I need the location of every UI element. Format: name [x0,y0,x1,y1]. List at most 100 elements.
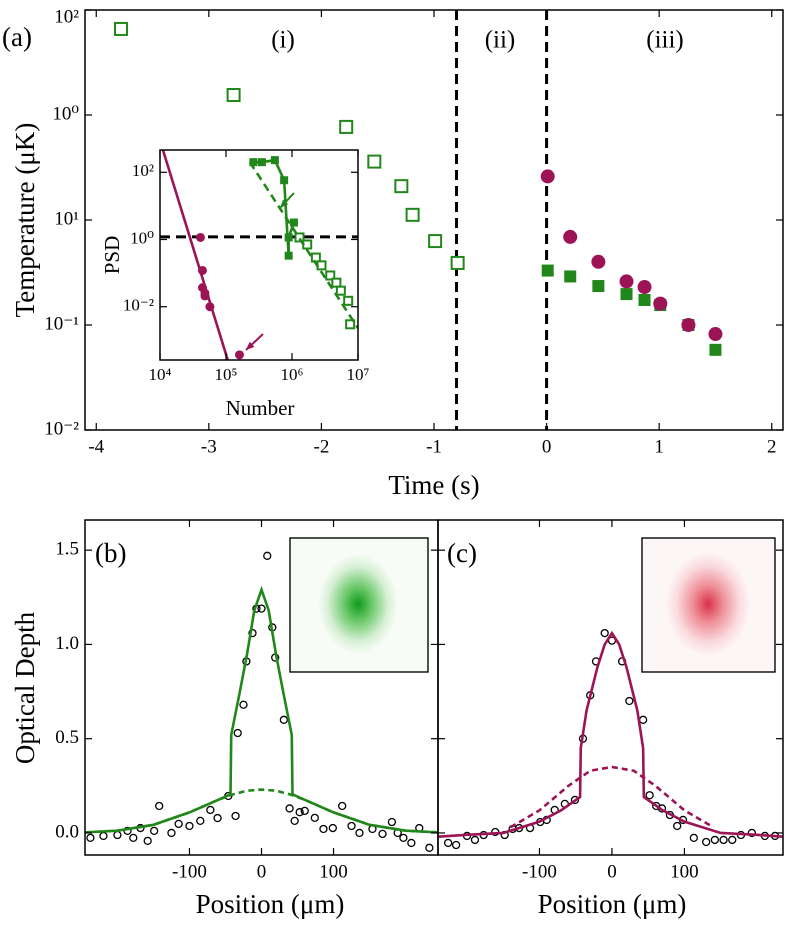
marker [325,270,336,281]
marker [197,265,207,275]
marker [592,280,605,293]
marker [425,843,434,852]
y-axis-label: Temperature (μK) [10,123,40,318]
y-tick-label: 10² [54,6,79,27]
marker [710,835,720,845]
marker [728,835,737,845]
x-tick-label: -100 [522,861,557,882]
image-inset-c [641,537,776,673]
marker [702,837,711,847]
marker [338,801,347,811]
marker [143,836,152,846]
inset-background [160,150,358,360]
marker [200,291,210,301]
marker [150,826,159,836]
marker [257,604,266,613]
y-tick-label: 10² [132,161,154,180]
x-tick-label: -1 [426,436,442,457]
fit-line-dashed [85,788,438,834]
marker [564,270,577,283]
marker [129,833,138,842]
marker [86,833,95,842]
marker [637,280,652,295]
marker [394,179,409,194]
arrow-head [280,199,289,208]
region-label: (i) [271,27,295,54]
marker [387,817,397,827]
marker [289,218,298,227]
arrow-head [246,341,255,350]
y-tick-label: 1.5 [55,539,79,560]
marker [367,154,382,169]
marker [185,821,194,831]
panel: -4 -3 -2 -1 0 1 2 10² 10⁰ 10¹ 10⁻¹ 10⁻² Time (s) Temp… [2,6,784,500]
axes-frame [84,9,784,431]
x-axis-label: Number [226,396,295,420]
x-tick-label: 1 [654,436,664,457]
marker [319,824,328,834]
y-tick-label: 10¹ [54,208,79,229]
fit-line [161,150,230,360]
x-tick-label: 100 [670,861,699,882]
panel: -100 0 100 0.0 0.5 1.0 1.5 Position (μm) Optical… [10,519,439,919]
marker [343,295,354,306]
marker [285,804,294,813]
y-axis-label: Optical Depth [10,611,40,764]
marker [196,816,205,826]
fit-line [85,585,438,834]
plot-area [85,551,438,852]
y-tick-label: 0.0 [55,821,79,842]
marker [213,813,222,823]
plot-area [438,628,783,850]
x-tick-label: 100 [319,861,348,882]
marker [339,119,354,134]
y-axis-label: PSD [100,236,124,275]
marker [263,551,272,560]
marker [239,700,248,709]
marker [249,158,258,167]
panel: -100 0 100 Position (μm) (c) [437,519,784,919]
marker [747,828,756,838]
marker [673,821,682,831]
panel-label: (a) [2,22,32,52]
x-tick-label: 0 [257,861,267,882]
x-tick-label: 10⁷ [347,365,370,384]
marker [231,811,240,821]
marker [167,828,176,838]
marker [316,260,327,271]
axes-frame [159,149,359,361]
marker [541,264,554,277]
marker [270,156,279,165]
x-axis-label: Time (s) [388,470,479,500]
fit-line [438,630,783,839]
marker [195,232,205,242]
marker [233,728,242,738]
marker [284,233,293,242]
fit-line-dashed [509,765,715,829]
fit-line-dashed [248,161,358,329]
y-tick-label: 10⁻¹ [44,313,79,334]
marker [653,296,668,311]
marker [234,350,244,360]
x-tick-label: 2 [767,436,777,457]
marker [719,835,728,845]
marker [600,628,609,638]
marker [591,254,606,269]
plot-area [114,10,723,430]
marker [645,791,654,800]
marker [257,158,266,167]
y-tick-label: 10⁻² [44,418,79,439]
marker [310,813,319,823]
x-tick-label: 10⁵ [215,365,238,384]
marker [399,833,408,842]
y-tick-label: 1.0 [55,633,79,654]
marker [443,838,453,848]
marker [470,835,480,845]
y-tick-label: 10⁰ [130,228,154,247]
marker [155,801,164,811]
marker [407,838,416,848]
marker [345,319,356,330]
image-inset-b [289,537,429,673]
